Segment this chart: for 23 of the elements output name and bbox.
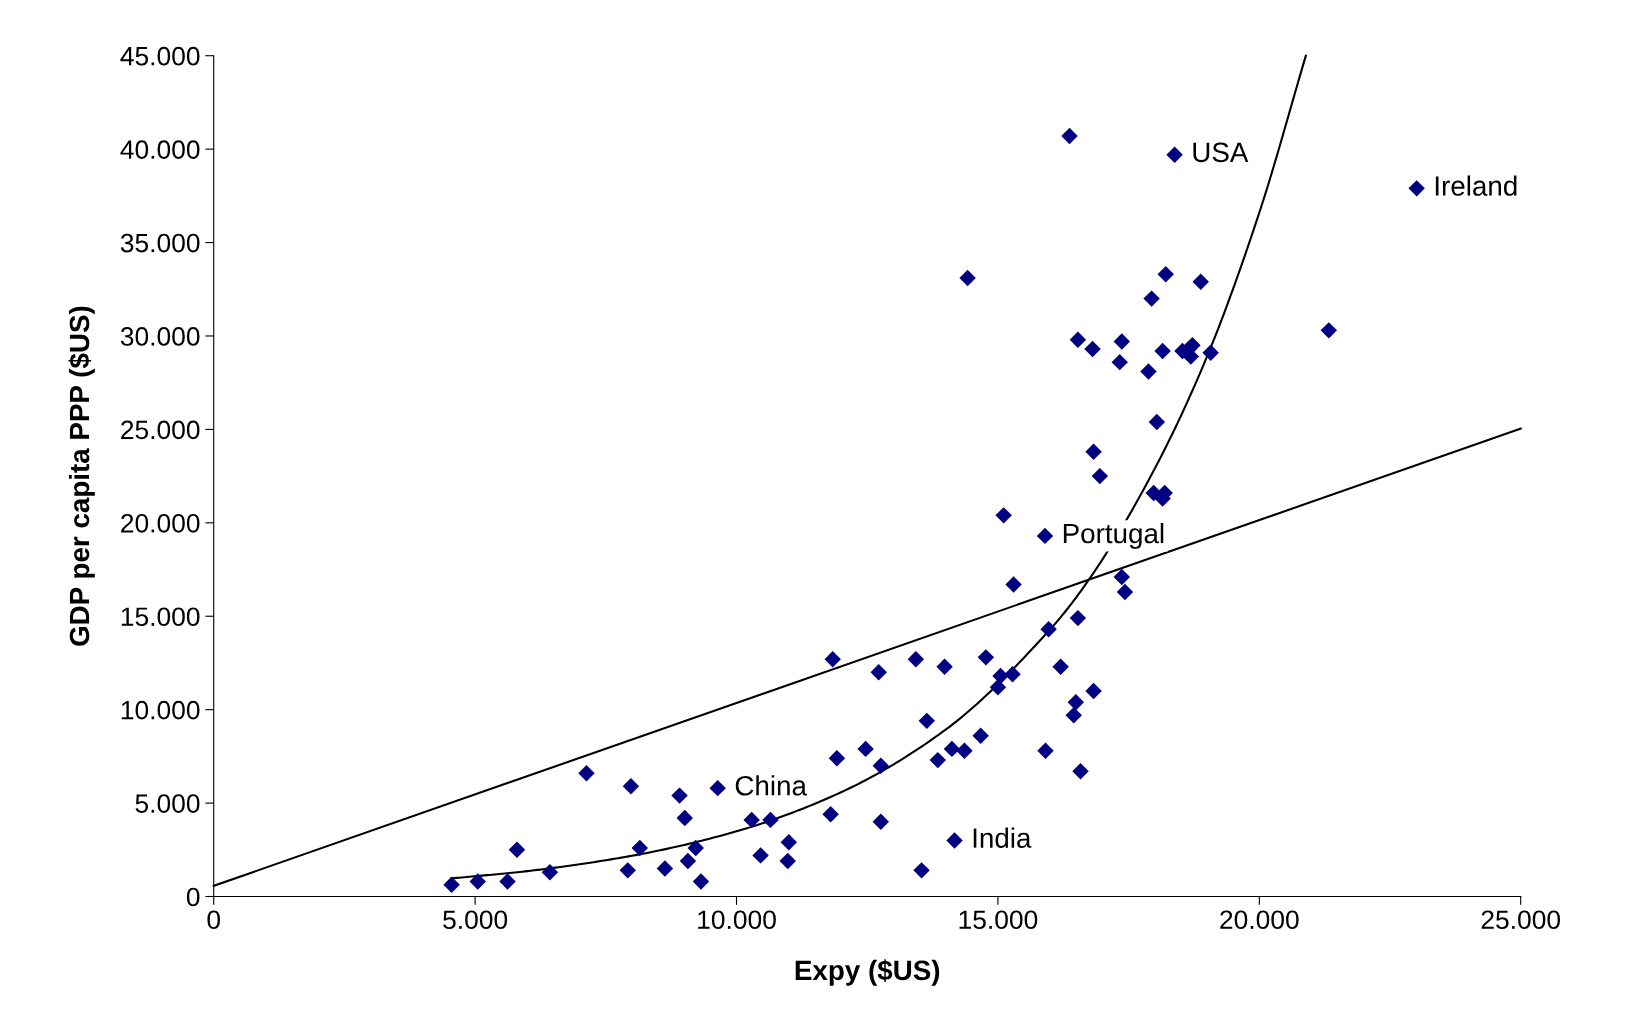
x-tick-label: 25.000 [1481,910,1561,930]
y-tick-label: 45.000 [120,46,200,66]
annotation: Portugal [1063,522,1164,549]
y-tick-label: 25.000 [121,420,200,440]
y-tick-label: 30.000 [120,327,200,346]
x-tick-label: 20.000 [1220,910,1299,930]
y-tick-label: 40.000 [120,140,200,159]
y-tick-label: 5.000 [135,794,200,813]
annotation: India [973,827,1032,848]
x-tick-label: 0 [207,910,221,930]
y-tick-label: 0 [186,887,200,907]
y-axis-title: GDP per capita PPP ($US) [68,306,95,646]
x-tick-label: 10.000 [698,910,776,930]
annotation: China [735,775,807,796]
y-tick-label: 35.000 [120,233,200,253]
y-tick-label: 10.000 [121,700,200,720]
annotation: Ireland [1435,175,1517,196]
y-tick-label: 20.000 [121,513,200,533]
x-tick-label: 5.000 [443,910,508,930]
x-axis-title: Expy ($US) [795,959,940,986]
x-tick-label: 15.000 [959,910,1038,930]
annotation: USA [1193,142,1249,163]
y-tick-label: 15.000 [121,607,200,627]
